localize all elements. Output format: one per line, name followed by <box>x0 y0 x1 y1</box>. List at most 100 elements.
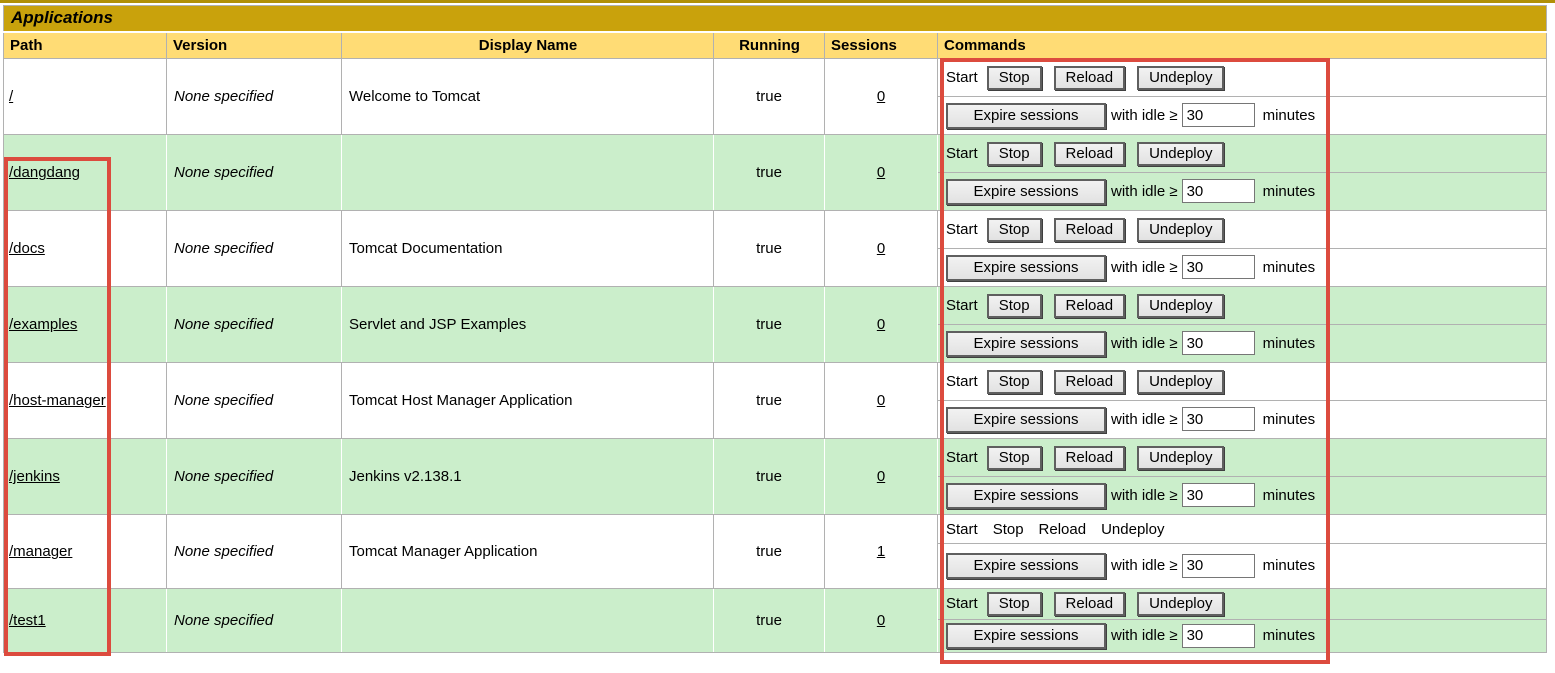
sessions-link[interactable]: 0 <box>876 88 886 105</box>
top-edge-strip <box>0 0 1555 3</box>
path-link[interactable]: / <box>9 88 14 105</box>
minutes-label: minutes <box>1262 627 1316 644</box>
expire-sessions-button[interactable]: Expire sessions <box>946 102 1106 129</box>
path-link[interactable]: /test1 <box>9 612 46 629</box>
idle-minutes-input[interactable] <box>1181 331 1255 355</box>
stop-button[interactable]: Stop <box>986 369 1042 394</box>
table-row: /test1 None specified true 0 Start Stop Re… <box>3 588 1547 653</box>
undeploy-button[interactable]: Undeploy <box>1137 141 1225 166</box>
start-label: Start <box>946 595 978 612</box>
stop-button[interactable]: Stop <box>986 592 1042 616</box>
idle-label: with idle ≥ <box>1111 106 1178 124</box>
stop-button[interactable]: Stop <box>986 141 1042 166</box>
display-name-cell: Tomcat Host Manager Application <box>341 362 714 439</box>
idle-minutes-input[interactable] <box>1181 483 1255 507</box>
column-header-display-name: Display Name <box>341 31 714 59</box>
table-row: /dangdang None specified true 0 Start Sto… <box>3 134 1547 211</box>
idle-label: with idle ≥ <box>1111 486 1178 504</box>
table-row-commands: Expire sessions with idle ≥ minutes <box>4 619 1547 653</box>
expire-sessions-button[interactable]: Expire sessions <box>946 553 1106 579</box>
running-cell: true <box>713 588 825 653</box>
running-cell: true <box>713 438 825 515</box>
stop-button[interactable]: Stop <box>986 217 1042 242</box>
expire-sessions-button[interactable]: Expire sessions <box>946 406 1106 433</box>
path-link[interactable]: /manager <box>9 543 73 560</box>
display-name-cell: Welcome to Tomcat <box>341 58 714 135</box>
idle-minutes-input[interactable] <box>1181 179 1255 203</box>
idle-minutes-input[interactable] <box>1181 255 1255 279</box>
expire-sessions-button[interactable]: Expire sessions <box>946 178 1106 205</box>
sessions-link[interactable]: 0 <box>876 468 886 485</box>
undeploy-button[interactable]: Undeploy <box>1137 445 1225 470</box>
display-name-cell: Tomcat Manager Application <box>341 514 714 589</box>
stop-button[interactable]: Stop <box>986 65 1042 90</box>
idle-minutes-input[interactable] <box>1181 623 1255 648</box>
reload-button[interactable]: Reload <box>1053 65 1126 90</box>
table-row: /host-manager None specified Tomcat Host… <box>3 362 1547 439</box>
sessions-link[interactable]: 0 <box>876 316 886 333</box>
table-row-commands: Expire sessions with idle ≥ minutes <box>4 172 1547 211</box>
idle-label: with idle ≥ <box>1111 182 1178 200</box>
idle-label: with idle ≥ <box>1111 334 1178 352</box>
version-cell: None specified <box>166 514 342 589</box>
version-cell: None specified <box>166 58 342 135</box>
expire-sessions-button[interactable]: Expire sessions <box>946 482 1106 509</box>
table-row-commands: Expire sessions with idle ≥ minutes <box>4 400 1547 439</box>
running-cell: true <box>713 514 825 589</box>
table-row: /manager None specified Tomcat Manager A… <box>3 514 1547 589</box>
stop-button[interactable]: Stop <box>986 445 1042 470</box>
display-name-cell: Servlet and JSP Examples <box>341 286 714 363</box>
idle-minutes-input[interactable] <box>1181 553 1255 578</box>
idle-minutes-input[interactable] <box>1181 103 1255 127</box>
version-cell: None specified <box>166 210 342 287</box>
display-name-cell: Jenkins v2.138.1 <box>341 438 714 515</box>
expire-sessions-button[interactable]: Expire sessions <box>946 623 1106 649</box>
table-row: /examples None specified Servlet and JSP… <box>3 286 1547 363</box>
running-cell: true <box>713 134 825 211</box>
path-link[interactable]: /host-manager <box>9 392 106 409</box>
stop-button[interactable]: Stop <box>986 293 1042 318</box>
running-cell: true <box>713 362 825 439</box>
reload-button[interactable]: Reload <box>1053 592 1126 616</box>
path-link[interactable]: /examples <box>9 316 78 333</box>
table-row-commands: Expire sessions with idle ≥ minutes <box>4 248 1547 287</box>
column-header-commands: Commands <box>937 31 1547 59</box>
table-row-commands: Expire sessions with idle ≥ minutes <box>4 324 1547 363</box>
column-header-running: Running <box>713 31 825 59</box>
undeploy-button[interactable]: Undeploy <box>1137 65 1225 90</box>
minutes-label: minutes <box>1262 106 1316 124</box>
sessions-link[interactable]: 0 <box>876 164 886 181</box>
sessions-link[interactable]: 0 <box>876 612 886 629</box>
idle-minutes-input[interactable] <box>1181 407 1255 431</box>
undeploy-button[interactable]: Undeploy <box>1137 293 1225 318</box>
reload-button[interactable]: Reload <box>1053 141 1126 166</box>
start-label: Start <box>946 68 978 86</box>
version-cell: None specified <box>166 438 342 515</box>
start-label: Start <box>946 144 978 162</box>
expire-sessions-button[interactable]: Expire sessions <box>946 254 1106 281</box>
version-cell: None specified <box>166 134 342 211</box>
undeploy-button[interactable]: Undeploy <box>1137 369 1225 394</box>
table-row: /docs None specified Tomcat Documentatio… <box>3 210 1547 287</box>
running-cell: true <box>713 210 825 287</box>
undeploy-label: Undeploy <box>1101 520 1165 538</box>
table-row: / None specified Welcome to Tomcat true … <box>3 58 1547 135</box>
undeploy-button[interactable]: Undeploy <box>1137 592 1225 616</box>
sessions-link[interactable]: 0 <box>876 240 886 257</box>
display-name-cell <box>341 134 714 211</box>
expire-sessions-button[interactable]: Expire sessions <box>946 330 1106 357</box>
reload-button[interactable]: Reload <box>1053 217 1126 242</box>
reload-button[interactable]: Reload <box>1053 445 1126 470</box>
sessions-link[interactable]: 0 <box>876 392 886 409</box>
version-cell: None specified <box>166 588 342 653</box>
undeploy-button[interactable]: Undeploy <box>1137 217 1225 242</box>
reload-button[interactable]: Reload <box>1053 369 1126 394</box>
reload-button[interactable]: Reload <box>1053 293 1126 318</box>
path-link[interactable]: /docs <box>9 240 45 257</box>
reload-label: Reload <box>1038 520 1087 538</box>
table-title-row: Applications <box>3 5 1547 33</box>
path-link[interactable]: /dangdang <box>9 164 80 181</box>
sessions-link[interactable]: 1 <box>876 543 886 560</box>
path-link[interactable]: /jenkins <box>9 468 60 485</box>
start-label: Start <box>946 220 978 238</box>
